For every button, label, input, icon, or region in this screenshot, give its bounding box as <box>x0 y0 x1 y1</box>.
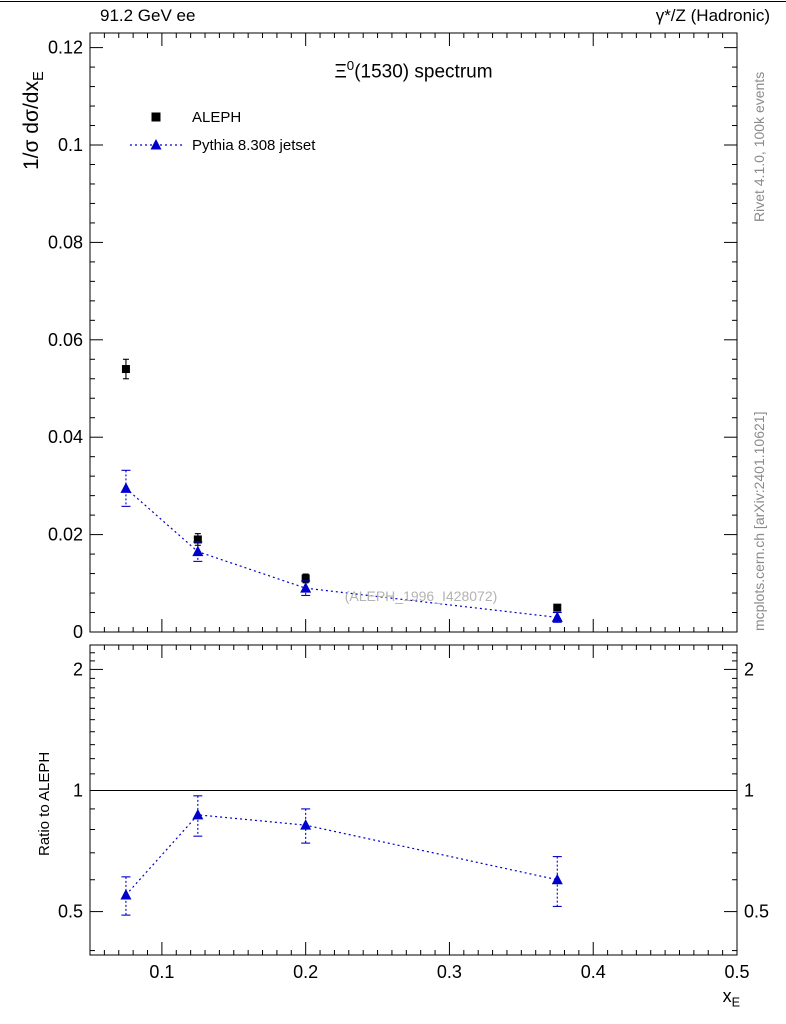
pythia-8-308-jetset-series <box>120 469 563 623</box>
y-tick-label: 0.04 <box>48 427 83 447</box>
x-tick-label: 0.5 <box>724 962 749 982</box>
data-point-square <box>121 365 130 374</box>
plot-title-superscript: 0 <box>346 58 355 73</box>
data-point-triangle <box>300 819 312 830</box>
legend-triangle-marker-icon <box>130 139 182 150</box>
mcplots-note: mcplots.cern.ch [arXiv:2401.10621] <box>751 411 767 631</box>
aleph-series <box>121 358 562 612</box>
y-tick-label-right: 2 <box>744 659 754 679</box>
y-tick-label: 0.02 <box>48 525 83 545</box>
top-border-line <box>0 1 786 2</box>
legend-square-marker-icon <box>151 112 161 122</box>
y-tick-label-right: 1 <box>744 781 754 801</box>
data-point-square <box>301 574 310 583</box>
y-tick-label: 0.5 <box>58 902 83 922</box>
series-line <box>125 814 558 896</box>
data-point-triangle <box>192 545 204 557</box>
data-point-triangle <box>120 482 132 493</box>
legend-label: ALEPH <box>192 108 242 126</box>
data-point-triangle <box>300 582 312 593</box>
legend: ALEPH Pythia 8.308 jetset <box>128 103 315 159</box>
y-tick-label: 1 <box>73 781 83 801</box>
panel-frame <box>89 644 738 956</box>
y-axis-title-main: 1/σ dσ/dxE <box>20 71 47 170</box>
data-point-triangle <box>551 873 563 885</box>
x-tick-label: 0.2 <box>293 962 318 982</box>
main-panel: 0 0.02 0.04 0.06 0.08 0.1 0.12 <box>48 32 738 642</box>
x-axis-title-text: x <box>722 986 732 1006</box>
beam-energy-label: 91.2 GeV ee <box>100 6 196 25</box>
x-tick-label: 0.1 <box>149 962 174 982</box>
y-axis-title-main-text: 1/σ dσ/dx <box>20 81 43 170</box>
data-point-triangle <box>120 888 132 900</box>
panel-frame <box>89 32 738 633</box>
y-tick-label: 0.08 <box>48 232 83 252</box>
y-axis-title-main-subscript: E <box>31 71 48 82</box>
y-tick-label: 0.06 <box>48 330 83 350</box>
legend-item: ALEPH <box>128 103 315 131</box>
plot-title: Ξ0(1530) spectrum <box>90 58 737 83</box>
x-axis-title: xE <box>723 986 740 1010</box>
legend-label: Pythia 8.308 jetset <box>192 136 316 154</box>
y-tick-label-right: 0.5 <box>744 902 769 922</box>
data-point-square <box>193 535 202 544</box>
plot-title-rest: (1530) spectrum <box>354 61 493 83</box>
y-tick-label: 0.12 <box>48 38 83 58</box>
data-point-triangle <box>551 611 563 622</box>
data-point-triangle <box>192 808 204 820</box>
legend-item: Pythia 8.308 jetset <box>128 131 315 159</box>
rivet-version-note: Rivet 4.1.0, 100k events <box>751 71 767 222</box>
x-tick-label: 0.4 <box>581 962 606 982</box>
plot-title-text: Ξ <box>334 61 347 83</box>
ratio-panel: 0.1 0.2 0.3 0.4 0.5 0.5 0.5 1 1 2 2 <box>58 644 769 982</box>
x-tick-label: 0.3 <box>437 962 462 982</box>
x-axis-title-subscript: E <box>731 995 740 1010</box>
y-tick-label: 2 <box>73 659 83 679</box>
pythia-8-308-jetset-series <box>120 795 563 916</box>
y-tick-label: 0 <box>73 622 83 642</box>
y-axis-title-ratio: Ratio to ALEPH <box>36 751 53 856</box>
data-point-square <box>553 603 562 612</box>
process-label: γ*/Z (Hadronic) <box>655 6 770 25</box>
analysis-watermark: (ALEPH_1996_I428072) <box>344 588 498 604</box>
series-line <box>125 487 558 618</box>
y-tick-label: 0.1 <box>58 135 83 155</box>
